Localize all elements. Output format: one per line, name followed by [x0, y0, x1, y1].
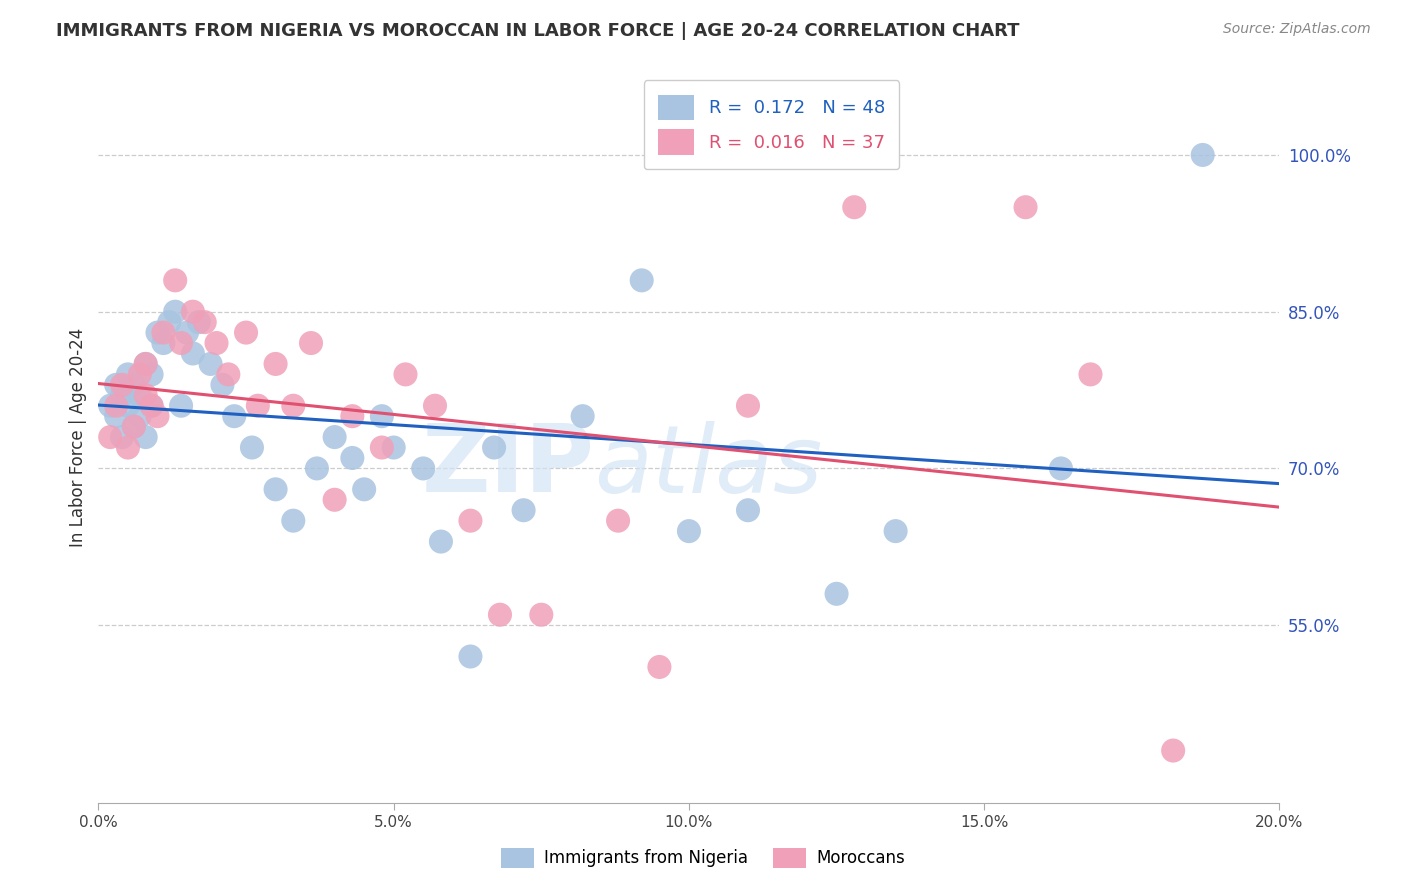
Point — [146, 409, 169, 424]
Point — [128, 368, 150, 382]
Point — [117, 399, 139, 413]
Point — [157, 315, 180, 329]
Point — [825, 587, 848, 601]
Point — [181, 304, 204, 318]
Point — [323, 492, 346, 507]
Point — [111, 377, 134, 392]
Point — [342, 450, 364, 465]
Point — [128, 409, 150, 424]
Point — [246, 399, 269, 413]
Point — [678, 524, 700, 538]
Point — [1080, 368, 1102, 382]
Point — [264, 483, 287, 497]
Point — [283, 399, 305, 413]
Point — [607, 514, 630, 528]
Point — [165, 273, 187, 287]
Point — [176, 326, 198, 340]
Point — [323, 430, 346, 444]
Point — [128, 388, 150, 402]
Legend: R =  0.172   N = 48, R =  0.016   N = 37: R = 0.172 N = 48, R = 0.016 N = 37 — [644, 80, 900, 169]
Point — [194, 315, 217, 329]
Point — [170, 399, 193, 413]
Point — [844, 200, 866, 214]
Point — [141, 368, 163, 382]
Point — [264, 357, 287, 371]
Point — [737, 503, 759, 517]
Point — [105, 399, 128, 413]
Point — [394, 368, 416, 382]
Point — [135, 357, 157, 371]
Point — [105, 377, 128, 392]
Text: atlas: atlas — [595, 421, 823, 512]
Text: Source: ZipAtlas.com: Source: ZipAtlas.com — [1223, 22, 1371, 37]
Point — [460, 649, 482, 664]
Point — [98, 399, 121, 413]
Point — [460, 514, 482, 528]
Point — [305, 461, 328, 475]
Point — [146, 326, 169, 340]
Text: ZIP: ZIP — [422, 420, 595, 512]
Point — [353, 483, 375, 497]
Point — [512, 503, 534, 517]
Point — [224, 409, 246, 424]
Point — [1161, 743, 1184, 757]
Point — [181, 346, 204, 360]
Point — [412, 461, 434, 475]
Point — [187, 315, 209, 329]
Point — [152, 326, 174, 340]
Point — [382, 441, 405, 455]
Point — [482, 441, 505, 455]
Point — [200, 357, 222, 371]
Point — [371, 441, 394, 455]
Point — [530, 607, 553, 622]
Point — [117, 441, 139, 455]
Point — [1050, 461, 1073, 475]
Point — [98, 430, 121, 444]
Y-axis label: In Labor Force | Age 20-24: In Labor Force | Age 20-24 — [69, 327, 87, 547]
Point — [1191, 148, 1213, 162]
Point — [111, 388, 134, 402]
Point — [170, 336, 193, 351]
Point — [299, 336, 322, 351]
Point — [489, 607, 512, 622]
Point — [105, 409, 128, 424]
Point — [152, 336, 174, 351]
Point — [135, 430, 157, 444]
Point — [1014, 200, 1036, 214]
Point — [342, 409, 364, 424]
Point — [135, 357, 157, 371]
Point — [211, 377, 233, 392]
Point — [135, 388, 157, 402]
Point — [122, 419, 145, 434]
Text: IMMIGRANTS FROM NIGERIA VS MOROCCAN IN LABOR FORCE | AGE 20-24 CORRELATION CHART: IMMIGRANTS FROM NIGERIA VS MOROCCAN IN L… — [56, 22, 1019, 40]
Point — [141, 399, 163, 413]
Point — [165, 304, 187, 318]
Point — [235, 326, 257, 340]
Point — [117, 368, 139, 382]
Point — [111, 430, 134, 444]
Point — [122, 419, 145, 434]
Point — [371, 409, 394, 424]
Point — [630, 273, 652, 287]
Point — [648, 660, 671, 674]
Point — [884, 524, 907, 538]
Point — [240, 441, 263, 455]
Point — [122, 377, 145, 392]
Point — [217, 368, 239, 382]
Point — [283, 514, 305, 528]
Point — [430, 534, 453, 549]
Point — [205, 336, 228, 351]
Point — [423, 399, 446, 413]
Point — [737, 399, 759, 413]
Point — [141, 399, 163, 413]
Point — [571, 409, 593, 424]
Legend: Immigrants from Nigeria, Moroccans: Immigrants from Nigeria, Moroccans — [494, 841, 912, 875]
